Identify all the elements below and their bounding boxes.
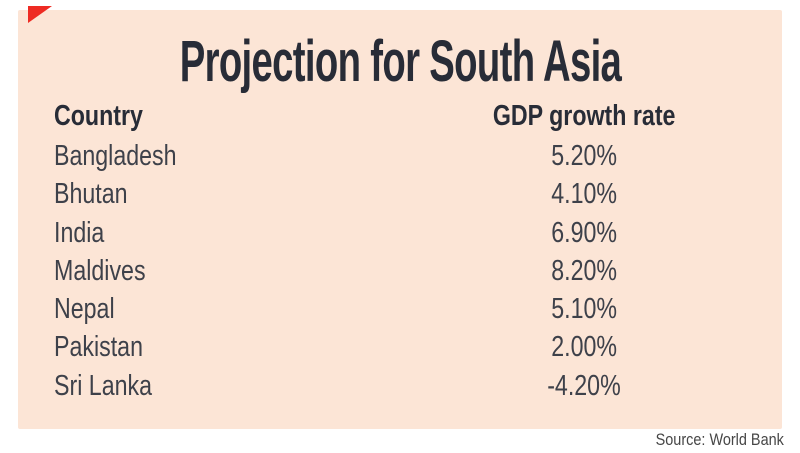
- infographic-panel: Projection for South Asia Country GDP gr…: [18, 10, 782, 429]
- country-cell: Maldives: [54, 254, 146, 287]
- country-column-header: Country: [54, 100, 143, 132]
- country-cell: India: [54, 216, 105, 249]
- table-row: Bangladesh 5.20%: [18, 137, 782, 175]
- table-row: India 6.90%: [18, 214, 782, 252]
- table-row: Bhutan 4.10%: [18, 175, 782, 213]
- table-row: Sri Lanka -4.20%: [18, 367, 782, 405]
- rate-cell: 4.10%: [551, 178, 617, 211]
- table-header-row: Country GDP growth rate: [18, 102, 782, 131]
- rate-cell: 5.20%: [551, 140, 617, 172]
- source-attribution: Source: World Bank: [655, 430, 784, 449]
- country-cell: Pakistan: [54, 331, 143, 364]
- rate-cell: 8.20%: [551, 254, 617, 287]
- country-cell: Nepal: [54, 293, 115, 326]
- rate-cell: 5.10%: [551, 293, 617, 326]
- table-row: Maldives 8.20%: [18, 252, 782, 290]
- page-title-text: Projection for South Asia: [179, 29, 621, 94]
- table-row: Nepal 5.10%: [18, 290, 782, 328]
- table-body: Bangladesh 5.20% Bhutan 4.10% India 6.90…: [18, 137, 782, 405]
- country-cell: Sri Lanka: [54, 369, 153, 402]
- page-title: Projection for South Asia: [18, 32, 782, 92]
- country-cell: Bhutan: [54, 178, 128, 211]
- country-cell: Bangladesh: [54, 140, 177, 172]
- rate-cell: -4.20%: [547, 369, 621, 402]
- rate-column-header: GDP growth rate: [492, 100, 676, 132]
- table-row: Pakistan 2.00%: [18, 328, 782, 366]
- rate-cell: 6.90%: [551, 216, 617, 249]
- rate-cell: 2.00%: [551, 331, 617, 364]
